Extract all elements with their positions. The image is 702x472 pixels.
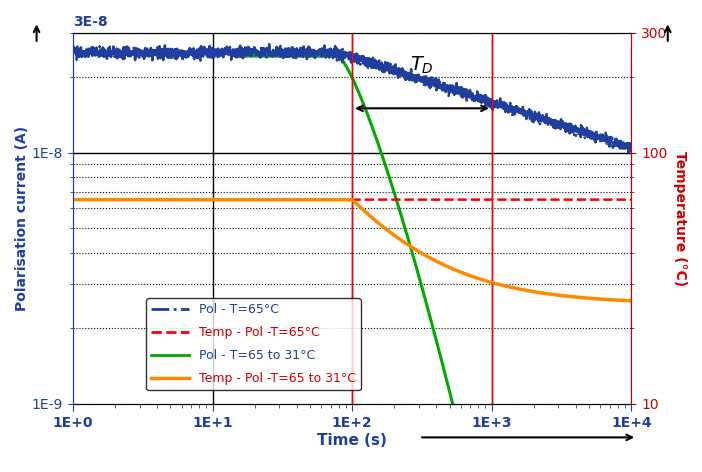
Pol - T=65°C: [616, 145, 625, 151]
Text: 3E-8: 3E-8: [73, 15, 107, 29]
Line: Temp - Pol -T=65 to 31°C: Temp - Pol -T=65 to 31°C: [73, 200, 632, 301]
Pol - T=65°C: [69, 45, 77, 51]
Temp - Pol -T=65°C: [628, 197, 636, 202]
Temp - Pol -T=65°C: [307, 197, 315, 202]
Pol - T=65 to 31°C: [283, 53, 291, 59]
Pol - T=65°C: [265, 42, 273, 47]
Temp - Pol -T=65 to 31°C: [307, 197, 315, 202]
Temp - Pol -T=65 to 31°C: [616, 297, 625, 303]
Temp - Pol -T=65°C: [283, 197, 291, 202]
Line: Pol - T=65 to 31°C: Pol - T=65 to 31°C: [237, 56, 632, 472]
Temp - Pol -T=65°C: [556, 197, 564, 202]
Line: Pol - T=65°C: Pol - T=65°C: [73, 44, 632, 152]
Temp - Pol -T=65°C: [616, 197, 625, 202]
Text: $T_D$: $T_D$: [410, 54, 434, 76]
Y-axis label: Temperature (°C): Temperature (°C): [673, 151, 687, 286]
Pol - T=65°C: [166, 51, 174, 56]
Temp - Pol -T=65 to 31°C: [166, 197, 174, 202]
Pol - T=65°C: [556, 126, 564, 132]
Temp - Pol -T=65 to 31°C: [556, 293, 564, 298]
Pol - T=65°C: [628, 145, 636, 151]
Pol - T=65°C: [283, 54, 291, 59]
Pol - T=65°C: [624, 150, 633, 155]
Temp - Pol -T=65 to 31°C: [283, 197, 291, 202]
Temp - Pol -T=65 to 31°C: [628, 298, 636, 303]
Y-axis label: Polarisation current (A): Polarisation current (A): [15, 126, 29, 311]
Pol - T=65 to 31°C: [307, 53, 315, 59]
Temp - Pol -T=65 to 31°C: [69, 197, 77, 202]
Legend: Pol - T=65°C, Temp - Pol -T=65°C, Pol - T=65 to 31°C, Temp - Pol -T=65 to 31°C: Pol - T=65°C, Temp - Pol -T=65°C, Pol - …: [146, 298, 361, 390]
Pol - T=65°C: [307, 51, 316, 57]
Pol - T=65°C: [133, 51, 141, 57]
X-axis label: Time (s): Time (s): [317, 432, 387, 447]
Temp - Pol -T=65 to 31°C: [133, 197, 141, 202]
Temp - Pol -T=65°C: [166, 197, 174, 202]
